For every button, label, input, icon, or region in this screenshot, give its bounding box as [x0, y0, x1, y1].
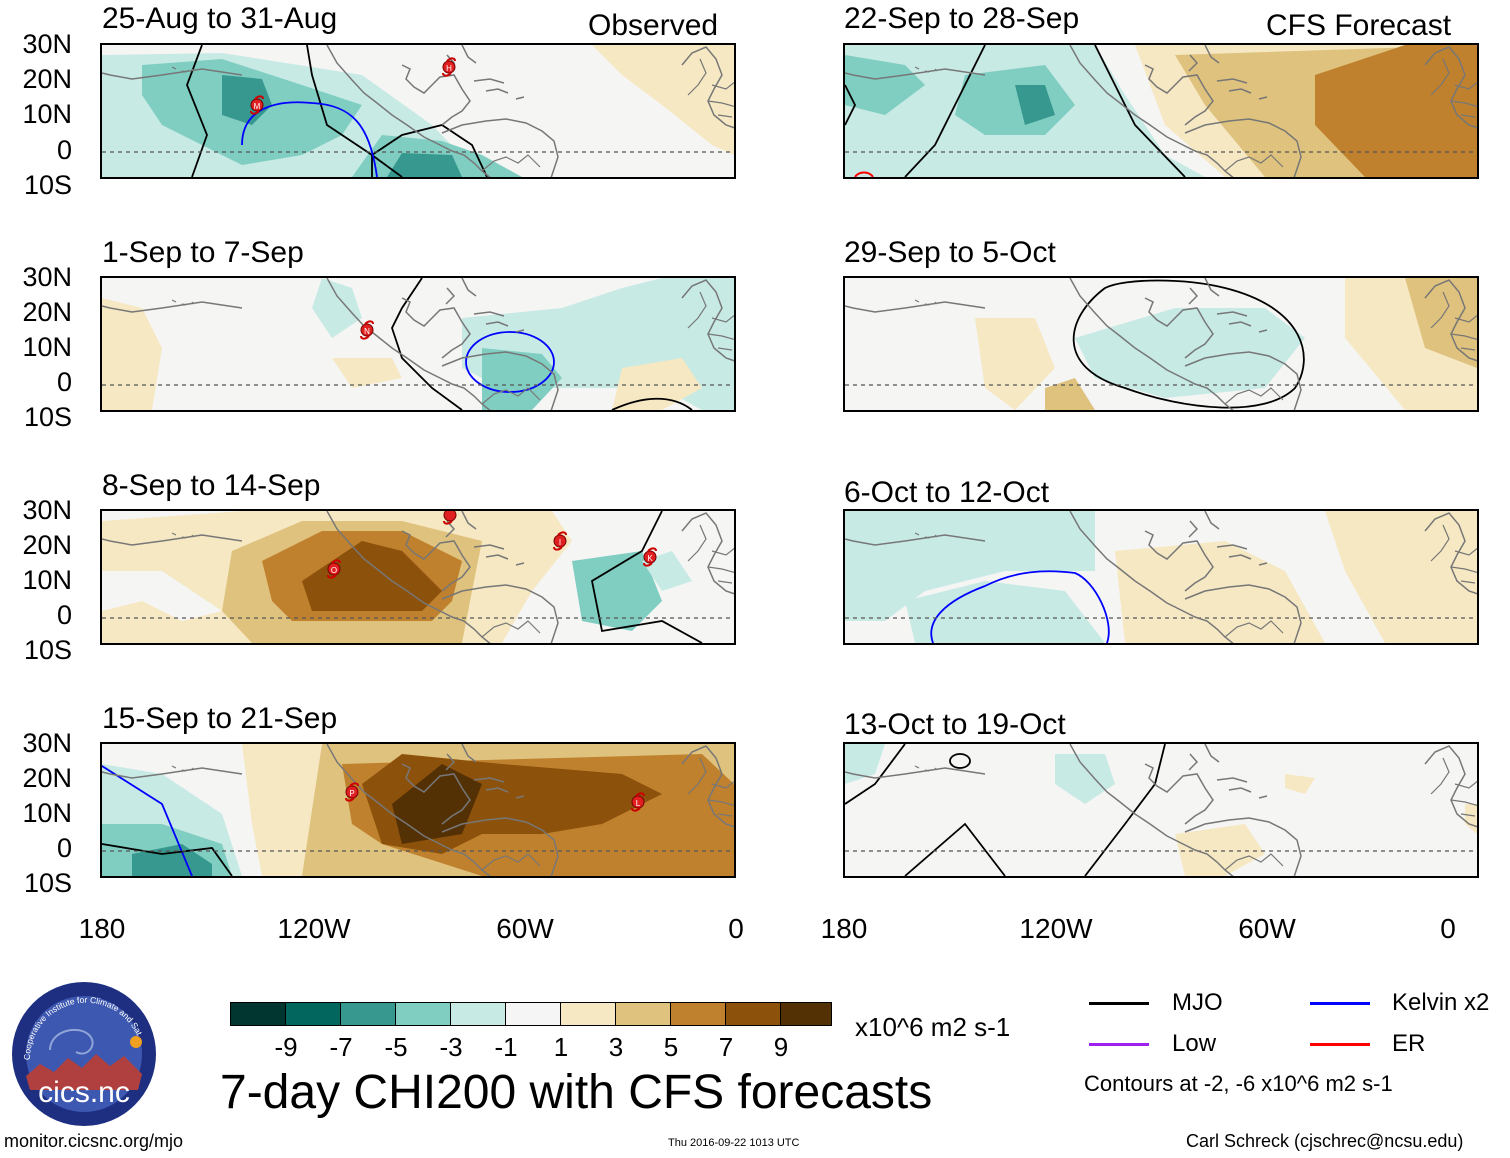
lat-label: 0: [56, 367, 72, 397]
storm-label: L: [636, 799, 641, 808]
lat-label: 10N: [22, 565, 72, 595]
cics-logo: cics.nc Cooperative Institute for Climat…: [8, 972, 158, 1128]
main-title: 7-day CHI200 with CFS forecasts: [220, 1066, 933, 1119]
map-panel-fc-4: [843, 742, 1479, 878]
storm-label: M: [254, 102, 261, 111]
footer-timestamp: Thu 2016-09-22 1013 UTC: [668, 1137, 800, 1149]
colorbar-label: 7: [718, 1032, 734, 1062]
colorbar-cell: [340, 1002, 396, 1026]
map-panel-obs-2: N: [100, 276, 736, 412]
colorbar-label: -7: [329, 1032, 353, 1062]
lat-label: 0: [56, 833, 72, 863]
logo-short-name: cics.nc: [38, 1076, 130, 1109]
legend-swatch-mjo: [1089, 1002, 1149, 1005]
lat-label: 10S: [23, 868, 72, 898]
colorbar-cell: [615, 1002, 671, 1026]
map-panel-obs-3: O I K: [100, 509, 736, 645]
lon-label: 0: [728, 913, 744, 944]
colorbar-label: -1: [494, 1032, 518, 1062]
legend-swatch-er: [1310, 1043, 1370, 1046]
legend-label-er: ER: [1392, 1030, 1426, 1057]
lon-label: 0: [1440, 913, 1456, 944]
lat-label: 30N: [22, 495, 72, 525]
storm-label: H: [446, 64, 452, 73]
contours-note: Contours at -2, -6 x10^6 m2 s-1: [1084, 1071, 1393, 1096]
forecast-header: CFS Forecast: [1266, 9, 1452, 42]
lat-label: 30N: [22, 29, 72, 59]
colorbar-label: -5: [384, 1032, 408, 1062]
map-panel-fc-3: [843, 509, 1479, 645]
lat-label: 20N: [22, 763, 72, 793]
colorbar-label: -3: [439, 1032, 463, 1062]
legend-label-mjo: MJO: [1172, 989, 1223, 1016]
lon-label: 60W: [1238, 913, 1296, 944]
panel-title-obs-4: 15-Sep to 21-Sep: [102, 702, 338, 735]
lon-label: 120W: [1019, 913, 1093, 944]
lat-label: 10S: [23, 635, 72, 665]
panel-title-obs-3: 8-Sep to 14-Sep: [102, 469, 321, 502]
lat-label: 0: [56, 600, 72, 630]
footer-url: monitor.cicsnc.org/mjo: [4, 1131, 184, 1151]
storm-label: O: [331, 566, 337, 575]
lat-label: 0: [56, 135, 72, 165]
legend-swatch-low: [1089, 1043, 1149, 1046]
panel-title-fc-1: 22-Sep to 28-Sep: [844, 2, 1080, 35]
lat-label: 10N: [22, 332, 72, 362]
lat-label: 30N: [22, 728, 72, 758]
storm-label: P: [349, 789, 354, 798]
lat-label: 20N: [22, 530, 72, 560]
panel-title-obs-1: 25-Aug to 31-Aug: [102, 2, 338, 35]
map-panel-fc-1: [843, 43, 1479, 179]
lat-label: 20N: [22, 297, 72, 327]
lat-label: 10N: [22, 99, 72, 129]
map-panel-obs-4: P L: [100, 742, 736, 878]
panel-title-fc-4: 13-Oct to 19-Oct: [844, 708, 1066, 741]
colorbar-label: -9: [274, 1032, 298, 1062]
colorbar-label: 1: [553, 1032, 569, 1062]
colorbar-cell: [450, 1002, 506, 1026]
lat-label: 10N: [22, 798, 72, 828]
panel-title-fc-2: 29-Sep to 5-Oct: [844, 236, 1056, 269]
legend-swatch-kelvin: [1310, 1002, 1370, 1005]
colorbar-cell: [560, 1002, 616, 1026]
lon-label: 120W: [277, 913, 351, 944]
lat-label: 10S: [23, 170, 72, 200]
storm-label: N: [364, 327, 370, 336]
colorbar-label: 3: [608, 1032, 624, 1062]
storm-label: K: [647, 554, 653, 563]
colorbar-cell: [395, 1002, 451, 1026]
storm-label: I: [559, 538, 561, 547]
colorbar-cell: [670, 1002, 726, 1026]
colorbar-cell: [505, 1002, 561, 1026]
map-panel-fc-2: [843, 276, 1479, 412]
colorbar-units: x10^6 m2 s-1: [855, 1012, 1011, 1042]
lon-label: 60W: [496, 913, 554, 944]
colorbar-cell: [230, 1002, 286, 1026]
colorbar-label: 9: [773, 1032, 789, 1062]
lon-label: 180: [820, 913, 868, 944]
lat-label: 20N: [22, 64, 72, 94]
colorbar-label: 5: [663, 1032, 679, 1062]
legend-label-low: Low: [1172, 1030, 1217, 1057]
footer-author: Carl Schreck (cjschrec@ncsu.edu): [1186, 1131, 1464, 1151]
lat-label: 30N: [22, 262, 72, 292]
observed-header: Observed: [588, 9, 719, 42]
lat-label: 10S: [23, 402, 72, 432]
map-panel-obs-1: M H: [100, 43, 736, 179]
legend-label-kelvin: Kelvin x2: [1392, 989, 1490, 1016]
lon-label: 180: [78, 913, 126, 944]
colorbar-cell: [285, 1002, 341, 1026]
colorbar-cell: [725, 1002, 781, 1026]
panel-title-obs-2: 1-Sep to 7-Sep: [102, 236, 304, 269]
colorbar-cell: [780, 1002, 832, 1026]
panel-title-fc-3: 6-Oct to 12-Oct: [844, 476, 1050, 509]
